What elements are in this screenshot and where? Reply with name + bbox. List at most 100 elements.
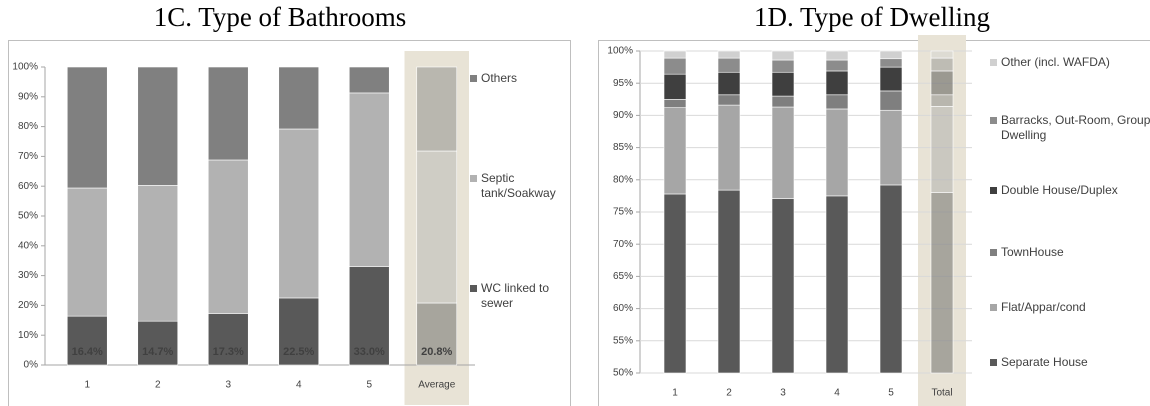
- legend-item: Other (incl. WAFDA): [990, 55, 1150, 70]
- bar-segment: [717, 71, 741, 96]
- x-tick-label: 3: [225, 380, 231, 391]
- bar-segment: [771, 198, 795, 374]
- bar-segment: [717, 57, 741, 73]
- y-tick-label: 70%: [613, 239, 633, 250]
- bar-segment: [879, 58, 903, 68]
- value-label: 20.8%: [421, 346, 452, 358]
- bar-segment: [879, 50, 903, 60]
- bar-segment: [771, 50, 795, 61]
- bar-segment: [66, 315, 108, 366]
- value-label: 22.5%: [283, 346, 314, 358]
- bar-segment: [717, 104, 741, 191]
- bar-segment: [717, 94, 741, 106]
- y-tick-label: 75%: [613, 207, 633, 218]
- y-tick-label: 90%: [613, 110, 633, 121]
- legend-swatch: [470, 175, 477, 182]
- bar-segment: [348, 92, 390, 267]
- bar-segment: [663, 107, 687, 195]
- value-label: 17.3%: [213, 346, 244, 358]
- bar-segment: [771, 106, 795, 199]
- bar-segment: [66, 187, 108, 317]
- y-tick-label: 0%: [24, 360, 39, 371]
- legend-label: Septic tank/Soakway: [481, 171, 556, 200]
- bar-segment: [278, 66, 320, 130]
- bar-segment: [771, 71, 795, 97]
- y-tick-label: 100%: [12, 62, 38, 73]
- x-tick-label: 4: [834, 388, 840, 399]
- legend-item: Septic tank/Soakway: [470, 171, 560, 201]
- x-tick-label: 5: [366, 380, 372, 391]
- bar-segment: [930, 50, 954, 59]
- y-tick-label: 50%: [613, 368, 633, 379]
- legend-swatch: [470, 285, 477, 292]
- legend-label: Flat/Appar/cond: [1001, 300, 1086, 314]
- value-label: 14.7%: [142, 346, 173, 358]
- y-tick-label: 60%: [613, 303, 633, 314]
- bar-segment: [930, 192, 954, 374]
- x-tick-label: 5: [888, 388, 894, 399]
- bar-segment: [825, 70, 849, 96]
- legend-swatch: [990, 59, 997, 66]
- legend-label: WC linked to sewer: [481, 281, 550, 310]
- bar-segment: [930, 57, 954, 72]
- highlight-band: [918, 35, 966, 406]
- y-tick-label: 20%: [18, 300, 38, 311]
- legend-label: Double House/Duplex: [1001, 183, 1118, 197]
- bar-segment: [207, 313, 249, 366]
- legend-item: WC linked to sewer: [470, 281, 560, 311]
- bar-segment: [930, 106, 954, 193]
- bar-segment: [825, 94, 849, 110]
- bar-segment: [137, 320, 179, 366]
- legend-label: Separate House: [1001, 355, 1088, 369]
- legend-swatch: [990, 304, 997, 311]
- highlight-band: [404, 51, 469, 405]
- legend-label: Others: [481, 71, 518, 85]
- chart-frame: [8, 40, 571, 406]
- x-tick-label: 1: [672, 388, 678, 399]
- x-tick-label: Total: [931, 388, 952, 399]
- x-tick-label: 3: [780, 388, 786, 399]
- bar-segment: [663, 57, 687, 75]
- legend-item: Double House/Duplex: [990, 183, 1150, 198]
- legend-label: Other (incl. WAFDA): [1001, 55, 1110, 69]
- x-tick-label: 2: [155, 380, 161, 391]
- x-tick-label: 2: [726, 388, 732, 399]
- legend-label: TownHouse: [1001, 245, 1064, 259]
- y-tick-label: 100%: [607, 46, 633, 57]
- bar-segment: [825, 59, 849, 72]
- chart-title: 1C. Type of Bathrooms: [153, 2, 407, 32]
- chart-frame: [598, 40, 1150, 406]
- bar-segment: [717, 189, 741, 374]
- bar-segment: [930, 70, 954, 96]
- y-tick-label: 55%: [613, 335, 633, 346]
- y-tick-label: 85%: [613, 142, 633, 153]
- legend-swatch: [990, 187, 997, 194]
- bar-segment: [278, 297, 320, 366]
- bar-segment: [66, 66, 108, 189]
- bar-segment: [879, 109, 903, 186]
- chart-title: 1D. Type of Dwelling: [753, 2, 991, 32]
- bar-segment: [879, 66, 903, 92]
- y-tick-label: 10%: [18, 330, 38, 341]
- legend-swatch: [470, 75, 477, 82]
- x-tick-label: Average: [418, 380, 456, 391]
- value-label: 33.0%: [354, 346, 385, 358]
- y-tick-label: 95%: [613, 78, 633, 89]
- bar-segment: [278, 128, 320, 299]
- y-tick-label: 50%: [18, 211, 38, 222]
- bar-segment: [416, 150, 458, 304]
- bar-segment: [663, 50, 687, 59]
- bar-segment: [663, 99, 687, 108]
- bar-segment: [207, 66, 249, 161]
- bar-segment: [348, 266, 390, 366]
- bar-segment: [137, 185, 179, 322]
- bar-segment: [771, 95, 795, 108]
- bar-segment: [879, 90, 903, 111]
- legend-item: Flat/Appar/cond: [990, 300, 1150, 315]
- legend-item: Others: [470, 71, 560, 86]
- bar-segment: [825, 195, 849, 374]
- bar-segment: [825, 50, 849, 61]
- legend-item: Barracks, Out-Room, Group Dwelling: [990, 113, 1150, 143]
